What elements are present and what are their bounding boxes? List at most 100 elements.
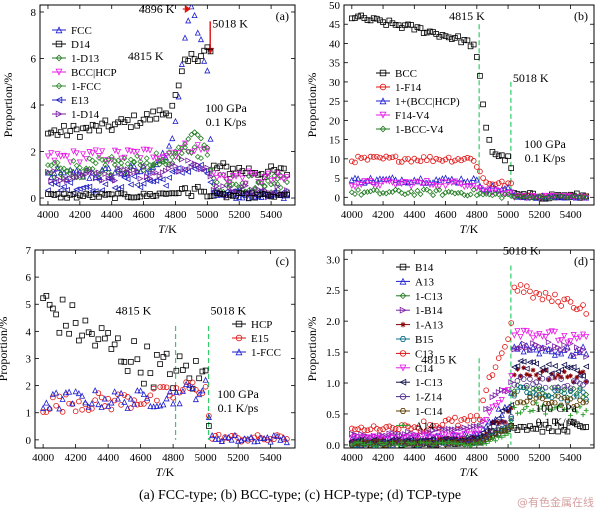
data-point [405, 440, 411, 446]
data-point [411, 440, 417, 446]
data-point [383, 440, 389, 446]
data-point [349, 425, 355, 432]
data-point [483, 124, 489, 131]
data-point [98, 403, 105, 410]
data-point [180, 367, 186, 373]
data-point [172, 92, 179, 98]
data-point [539, 390, 546, 396]
data-point [108, 172, 115, 179]
data-point [128, 194, 134, 201]
data-point [430, 443, 436, 448]
condition-label: 0.1 K/ps [218, 401, 259, 415]
legend-label: 1-B14 [415, 305, 443, 317]
data-point [567, 338, 574, 345]
data-point [545, 345, 552, 352]
data-point [128, 359, 134, 365]
data-point [159, 176, 166, 183]
data-point [467, 424, 474, 431]
data-point [236, 193, 243, 200]
data-point [105, 169, 112, 176]
data-point [131, 400, 138, 407]
data-point [392, 182, 399, 189]
data-point [364, 433, 371, 440]
data-point [355, 439, 361, 445]
data-point [492, 151, 499, 158]
data-point [191, 148, 198, 155]
data-point [580, 389, 586, 395]
series-6 [349, 282, 589, 434]
data-point [108, 177, 115, 184]
data-point [105, 156, 112, 162]
y-axis-label: Proportion/% [305, 317, 319, 382]
data-point [268, 181, 275, 188]
data-point [76, 159, 83, 166]
data-point [131, 338, 137, 344]
data-point [439, 158, 446, 164]
data-point [448, 189, 455, 196]
data-point [551, 328, 558, 335]
data-point [169, 190, 176, 196]
data-point [134, 148, 141, 155]
data-point [202, 384, 209, 390]
data-point [464, 417, 471, 424]
data-point [380, 178, 387, 186]
data-point [48, 177, 55, 184]
data-point [204, 193, 211, 200]
data-point [540, 403, 545, 409]
data-point [548, 370, 555, 377]
data-point [73, 150, 80, 157]
data-point [549, 346, 556, 353]
data-point [498, 411, 505, 418]
data-point [458, 432, 465, 439]
data-point [163, 167, 170, 174]
data-point [565, 406, 570, 412]
data-point [140, 146, 147, 153]
data-point [514, 362, 521, 370]
legend-label: 1-FCC [251, 347, 281, 359]
data-point [526, 359, 533, 366]
data-point [53, 311, 59, 318]
data-point [458, 189, 465, 196]
data-point [473, 430, 480, 437]
data-point [72, 388, 79, 395]
data-point [536, 193, 543, 200]
data-point [539, 296, 546, 303]
data-point [118, 389, 125, 396]
data-point [571, 379, 577, 385]
data-point [433, 435, 440, 442]
data-point [188, 149, 195, 156]
data-point [284, 191, 290, 198]
data-point [220, 191, 227, 197]
data-point [166, 112, 172, 119]
data-point [505, 387, 512, 394]
data-point [137, 193, 144, 200]
series-11 [349, 400, 589, 448]
y-tick-label: 4 [31, 100, 37, 112]
data-point [495, 355, 502, 361]
y-tick-label: 2.0 [326, 316, 340, 328]
x-tick-label: 4600 [435, 209, 458, 221]
data-point [241, 435, 248, 442]
legend-label: 1-C14 [415, 406, 443, 418]
legend-marker [399, 378, 407, 386]
data-point [169, 154, 176, 161]
data-point [545, 376, 552, 382]
data-point [448, 180, 455, 187]
data-point [574, 409, 580, 415]
data-point [542, 421, 549, 428]
data-point [445, 416, 452, 423]
data-point [564, 295, 571, 302]
scatter-layer [44, 5, 291, 202]
data-point [57, 187, 64, 194]
data-point [352, 159, 358, 166]
data-point [364, 427, 371, 434]
data-point [552, 418, 558, 425]
data-point [367, 434, 374, 441]
data-point [577, 305, 583, 312]
data-point [414, 24, 421, 30]
data-point [389, 189, 396, 196]
data-point [470, 186, 477, 193]
data-point [43, 293, 50, 299]
data-point [96, 169, 103, 176]
data-point [386, 154, 393, 161]
